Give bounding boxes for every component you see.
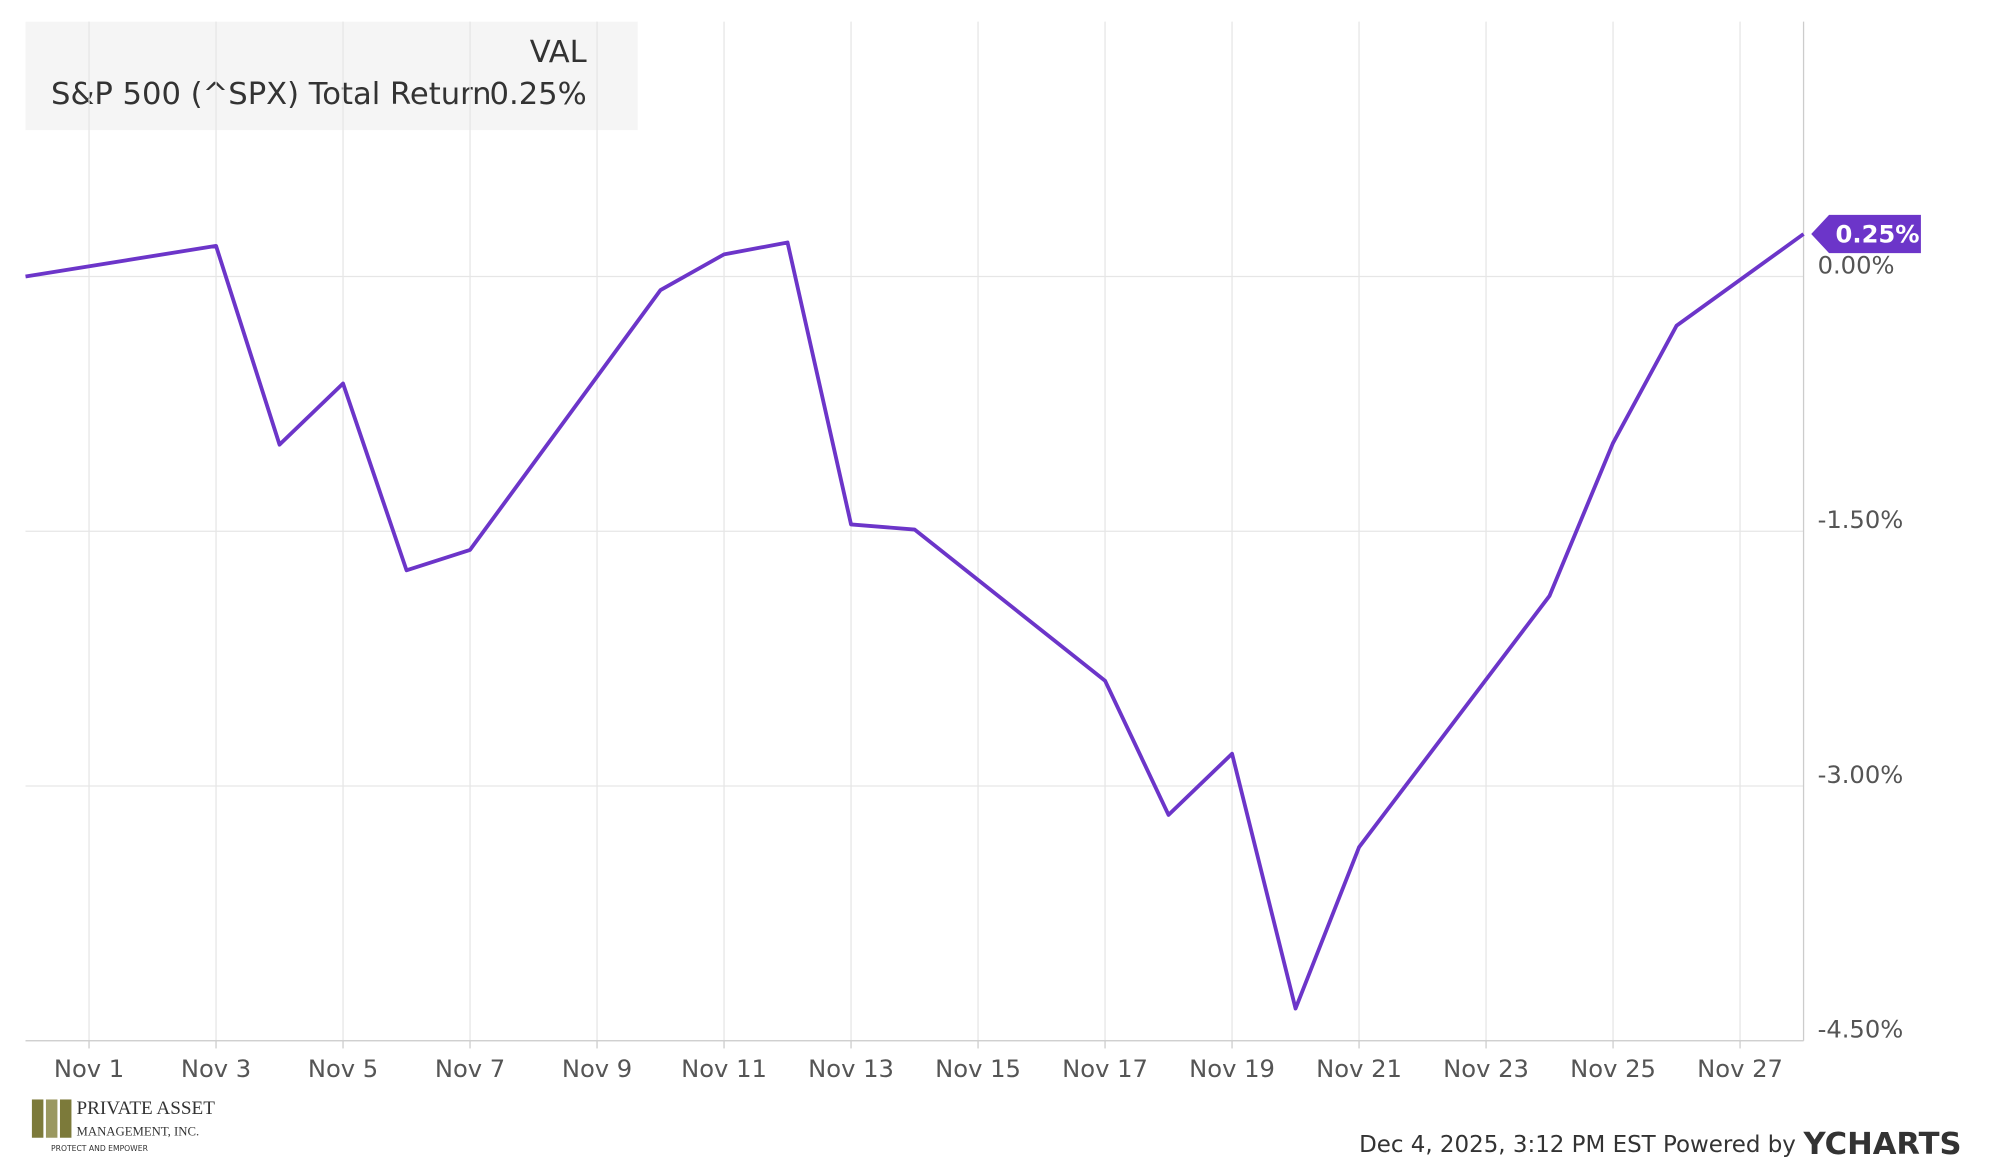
y-tick-label: 0.00% <box>1818 251 1895 279</box>
x-tick-label: Nov 21 <box>1316 1055 1402 1083</box>
logo-mark <box>31 1099 44 1138</box>
logo-tagline: PROTECT AND EMPOWER <box>51 1144 149 1153</box>
x-tick-label: Nov 17 <box>1062 1055 1148 1083</box>
legend-value: 0.25% <box>489 77 586 112</box>
legend-box <box>25 21 638 131</box>
x-tick-label: Nov 27 <box>1697 1055 1783 1083</box>
footer-brand: YCHARTS <box>1803 1127 1962 1162</box>
y-tick-label: -1.50% <box>1818 506 1904 534</box>
logo: PRIVATE ASSET MANAGEMENT, INC. PROTECT A… <box>31 1098 216 1153</box>
x-tick-label: Nov 3 <box>181 1055 251 1083</box>
x-tick-label: Nov 5 <box>308 1055 378 1083</box>
x-tick-label: Nov 25 <box>1570 1055 1656 1083</box>
x-tick-label: Nov 1 <box>54 1055 124 1083</box>
logo-mark <box>45 1099 58 1138</box>
logo-mark <box>59 1099 72 1138</box>
y-tick-label: -4.50% <box>1818 1016 1904 1044</box>
value-tag <box>1811 214 1921 254</box>
legend-name: S&P 500 (^SPX) Total Return <box>51 77 492 112</box>
footer-timestamp: Dec 4, 2025, 3:12 PM EST Powered by <box>1359 1132 1796 1158</box>
legend-header: VAL <box>530 35 587 70</box>
series-line <box>25 232 1805 1011</box>
x-tick-label: Nov 23 <box>1443 1055 1529 1083</box>
logo-name: PRIVATE ASSET <box>77 1098 216 1119</box>
x-tick-label: Nov 11 <box>681 1055 767 1083</box>
x-tick-label: Nov 19 <box>1189 1055 1275 1083</box>
x-tick-label: Nov 9 <box>562 1055 632 1083</box>
x-tick-label: Nov 7 <box>435 1055 505 1083</box>
x-tick-label: Nov 13 <box>808 1055 894 1083</box>
y-tick-label: -3.00% <box>1818 761 1904 789</box>
x-tick-label: Nov 15 <box>935 1055 1021 1083</box>
logo-subname: MANAGEMENT, INC. <box>77 1125 200 1139</box>
value-tag-label: 0.25% <box>1836 220 1920 248</box>
